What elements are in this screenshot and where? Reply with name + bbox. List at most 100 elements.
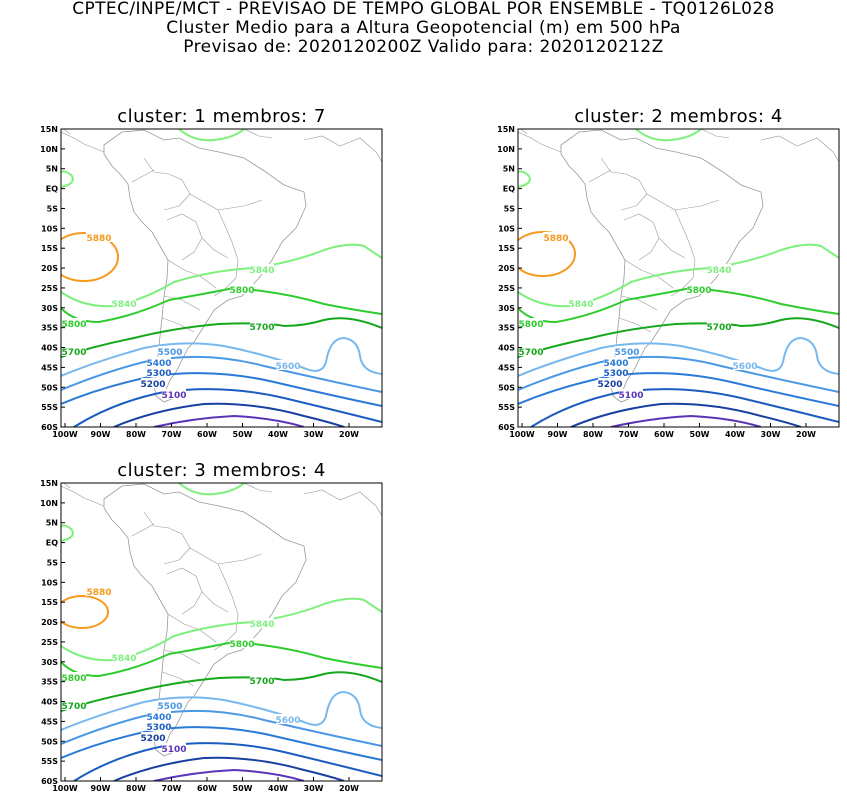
contour-5700	[61, 671, 382, 712]
lon-tick-label: 60W	[197, 430, 217, 439]
lat-tick-label: 35S	[41, 324, 58, 333]
label-5880: 5880	[86, 234, 111, 244]
lon-tick-label: 40W	[725, 430, 745, 439]
lon-tick-label: 90W	[91, 430, 111, 439]
label-5200: 5200	[597, 380, 622, 390]
lat-tick-label: 25S	[498, 284, 515, 293]
label-5700-west: 5700	[61, 348, 86, 358]
label-5700-west: 5700	[518, 348, 543, 358]
lon-tick-label: 80W	[583, 430, 603, 439]
lon-tick-label: 100W	[509, 430, 535, 439]
lat-tick-label: 45S	[498, 363, 515, 372]
lat-tick-label: 10N	[40, 145, 58, 154]
contour-5700	[61, 317, 382, 358]
label-5300: 5300	[146, 369, 171, 379]
lat-tick-label: EQ	[503, 185, 515, 194]
contour-5500	[61, 355, 382, 393]
contour-5700	[518, 317, 839, 358]
contour-5800	[61, 286, 382, 324]
figure-header: CPTEC/INPE/MCT - PREVISAO DE TEMPO GLOBA…	[0, 0, 847, 57]
lat-tick-label: 15N	[497, 125, 515, 134]
label-5880: 5880	[543, 234, 568, 244]
contour-5500	[518, 355, 839, 393]
lon-tick-label: 70W	[619, 430, 639, 439]
label-5500: 5500	[157, 348, 182, 358]
lon-tick-label: 20W	[339, 430, 359, 439]
contour-5100	[153, 768, 305, 781]
label-5200: 5200	[140, 380, 165, 390]
contour-5100	[610, 414, 762, 427]
label-5100: 5100	[161, 745, 186, 755]
contour-5800	[518, 286, 839, 324]
lat-tick-label: 25S	[41, 284, 58, 293]
lat-tick-label: 35S	[41, 678, 58, 687]
lon-tick-label: 30W	[304, 430, 324, 439]
contour-5840-top	[635, 129, 702, 142]
contour-5840-top	[178, 483, 245, 496]
contour-5400	[61, 372, 382, 407]
map-frame	[60, 482, 383, 782]
contour-map: 5880 5840 5840 5800 5800 5700 5700 5600 …	[40, 125, 383, 439]
lat-tick-label: 60S	[498, 423, 515, 432]
contour-map: 5880 5840 5840 5800 5800 5700 5700 5600 …	[40, 479, 383, 793]
label-5300: 5300	[146, 723, 171, 733]
label-5840-east: 5840	[249, 266, 274, 276]
label-5400: 5400	[146, 713, 171, 723]
label-5100: 5100	[618, 391, 643, 401]
lat-tick-label: 5S	[47, 558, 59, 567]
lat-tick-label: 60S	[41, 777, 58, 786]
label-5840-west: 5840	[568, 300, 593, 310]
lat-tick-label: 50S	[41, 737, 58, 746]
contour-5100	[153, 414, 305, 427]
panel-cluster-1: cluster: 1 membros: 7 58	[4, 106, 384, 440]
label-5700-east: 5700	[706, 323, 731, 333]
lon-tick-label: 90W	[548, 430, 568, 439]
contour-5200	[113, 756, 345, 781]
lon-tick-label: 70W	[162, 430, 182, 439]
label-5840-west: 5840	[111, 654, 136, 664]
label-5800-west: 5800	[61, 320, 86, 330]
label-5500: 5500	[614, 348, 639, 358]
label-5100: 5100	[161, 391, 186, 401]
lon-tick-label: 90W	[91, 784, 111, 793]
lat-tick-label: 5N	[503, 165, 515, 174]
contour-5840	[61, 243, 382, 308]
label-5600: 5600	[275, 716, 300, 726]
lat-tick-label: 60S	[41, 423, 58, 432]
label-5400: 5400	[146, 359, 171, 369]
contour-5500	[61, 709, 382, 747]
lat-tick-label: 20S	[41, 264, 58, 273]
lat-tick-label: EQ	[46, 185, 58, 194]
central-america	[61, 129, 382, 163]
contour-5880	[61, 595, 109, 629]
lon-tick-label: 30W	[761, 430, 781, 439]
lat-tick-label: 35S	[498, 324, 515, 333]
label-5700-east: 5700	[249, 323, 274, 333]
lat-tick-label: 10S	[498, 224, 515, 233]
lon-tick-label: 30W	[304, 784, 324, 793]
lat-tick-label: 5S	[47, 204, 59, 213]
contour-5840-left	[518, 170, 531, 188]
lat-tick-label: 10N	[40, 499, 58, 508]
lat-tick-label: 15N	[40, 125, 58, 134]
country-borders	[588, 157, 720, 333]
lat-tick-label: 50S	[41, 383, 58, 392]
panel-title: cluster: 2 membros: 4	[574, 106, 783, 127]
lat-tick-label: 20S	[41, 618, 58, 627]
contour-5840-left	[61, 170, 74, 188]
lat-tick-label: 15S	[498, 244, 515, 253]
lat-tick-label: 30S	[498, 304, 515, 313]
lat-tick-label: 5N	[46, 519, 58, 528]
lon-tick-label: 60W	[654, 430, 674, 439]
contour-5200	[570, 402, 802, 427]
label-5700-west: 5700	[61, 702, 86, 712]
lat-tick-label: 5N	[46, 165, 58, 174]
contour-5600	[61, 690, 382, 731]
contour-5800	[61, 640, 382, 678]
label-5600: 5600	[732, 362, 757, 372]
central-america	[61, 483, 382, 517]
central-america	[518, 129, 839, 163]
contour-5840	[518, 243, 839, 308]
lat-tick-label: 25S	[41, 638, 58, 647]
label-5200: 5200	[140, 734, 165, 744]
